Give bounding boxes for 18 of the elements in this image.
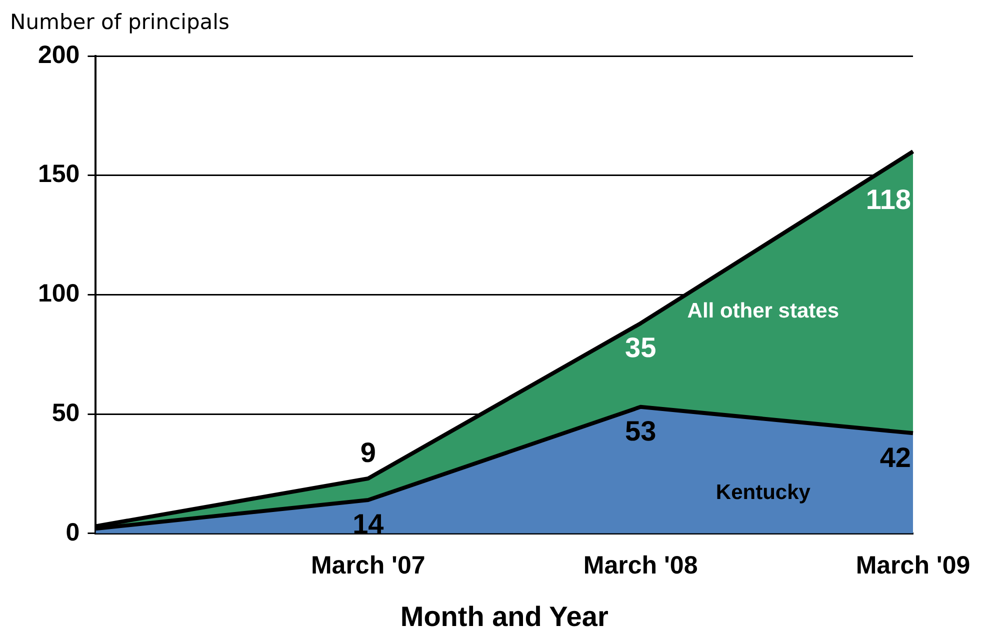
data-label: 118 xyxy=(866,184,911,216)
y-tick-label: 200 xyxy=(38,40,80,69)
y-axis-title: Number of principals xyxy=(10,10,230,34)
data-label: 9 xyxy=(360,437,376,468)
data-label: 53 xyxy=(624,416,656,447)
x-tick-label: March '09 xyxy=(856,551,970,580)
x-tick-label: March '08 xyxy=(583,551,698,580)
data-label: 35 xyxy=(624,332,656,364)
y-tick-label: 150 xyxy=(38,160,80,188)
x-tick-label: March '07 xyxy=(310,551,426,580)
series-label: Kentucky xyxy=(716,481,811,504)
x-axis-title: Month and Year xyxy=(400,600,608,632)
y-tick-label: 100 xyxy=(38,280,80,308)
y-tick-label: 0 xyxy=(66,518,80,546)
data-label: 14 xyxy=(352,508,384,540)
y-tick-label: 50 xyxy=(52,398,80,427)
series-label: All other states xyxy=(687,299,840,322)
data-label: 42 xyxy=(880,442,911,473)
